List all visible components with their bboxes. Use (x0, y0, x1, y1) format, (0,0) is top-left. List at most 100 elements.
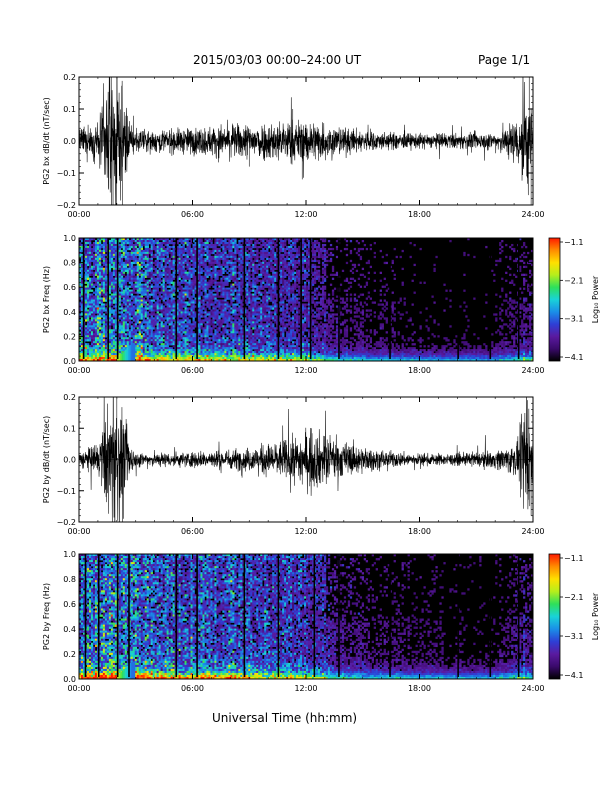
spectrogram-cell (90, 259, 94, 263)
spectrogram-cell (136, 275, 140, 278)
spectrogram-cell (234, 263, 237, 267)
spectrogram-cell (234, 257, 237, 261)
spectrogram-cell (102, 299, 106, 302)
spectrogram-cell (220, 315, 223, 318)
spectrogram-cell (122, 345, 126, 348)
spectrogram-cell (184, 347, 187, 350)
spectrogram-cell (92, 323, 96, 326)
spectrogram-cell (218, 299, 221, 302)
spectrogram-cell (102, 307, 106, 310)
spectrogram-cell (100, 257, 104, 261)
spectrogram-cell (182, 351, 185, 354)
spectrogram-cell (184, 283, 187, 286)
spectrogram-cell (128, 323, 132, 326)
spectrogram-cell (246, 261, 249, 265)
spectrogram-cell (196, 359, 199, 362)
spectrogram-cell (140, 323, 144, 326)
spectrogram-cell (232, 329, 235, 332)
spectrogram-cell (92, 263, 96, 267)
spectrogram-cell (150, 239, 153, 243)
spectrogram-cell (198, 327, 201, 330)
spectrogram-cell (212, 333, 215, 336)
spectrogram-cell (182, 345, 185, 348)
spectrogram-cell (102, 331, 106, 334)
spectrogram-cell (124, 239, 128, 243)
spectrogram-cell (210, 301, 213, 304)
spectrogram-cell (210, 313, 213, 316)
spectrogram-cell (94, 271, 98, 275)
spectrogram-cell (184, 355, 187, 358)
spectrogram-cell (212, 293, 215, 296)
spectrogram-cell (104, 359, 108, 362)
spectrogram-cell (248, 241, 251, 245)
spectrogram-cell (154, 263, 157, 267)
spectrogram-cell (138, 313, 142, 316)
spectrogram-cell (130, 291, 134, 294)
spectrogram-cell (110, 255, 114, 259)
spectrogram-cell (102, 309, 106, 312)
spectrogram-cell (94, 339, 98, 342)
spectrogram-cell (208, 239, 211, 243)
spectrogram-cell (194, 315, 197, 318)
spectrogram-cell (124, 287, 128, 290)
spectrogram-cell (166, 349, 169, 352)
spectrogram-cell (114, 305, 118, 308)
spectrogram-cell (176, 277, 179, 280)
spectrogram-cell (164, 279, 167, 282)
spectrogram-cell (182, 313, 185, 316)
spectrogram-cell (120, 321, 124, 324)
spectrogram-cell (186, 243, 189, 247)
spectrogram-cell (88, 351, 92, 354)
spectrogram-cell (152, 309, 155, 312)
spectrogram-cell (192, 347, 195, 350)
spectrogram-cell (238, 253, 241, 257)
spectrogram-cell (200, 347, 203, 350)
spectrogram-cell (134, 255, 138, 259)
spectrogram-cell (88, 285, 92, 288)
spectrogram-cell (92, 309, 96, 312)
spectrogram-cell (200, 299, 203, 302)
spectrogram-cell (112, 319, 116, 322)
spectrogram-cell (204, 317, 207, 320)
spectrogram-cell (166, 255, 169, 259)
spectrogram-cell (188, 335, 191, 338)
spectrogram-cell (190, 347, 193, 350)
spectrogram-cell (198, 265, 201, 269)
spectrogram-cell (212, 255, 215, 259)
spectrogram-cell (200, 359, 203, 362)
spectrogram-cell (80, 247, 84, 251)
spectrogram-cell (100, 273, 104, 276)
spectrogram-cell (142, 303, 146, 306)
spectrogram-cell (160, 241, 163, 245)
spectrogram-cell (136, 329, 140, 332)
spectrogram-cell (122, 291, 126, 294)
spectrogram-cell (240, 349, 243, 352)
spectrogram-cell (210, 319, 213, 322)
spectrogram-cell (214, 243, 217, 247)
spectrogram-cell (194, 265, 197, 269)
spectrogram-cell (136, 327, 140, 330)
spectrogram-cell (140, 295, 144, 298)
spectrogram-cell (194, 343, 197, 346)
spectrogram-cell (238, 291, 241, 294)
spectrogram-cell (79, 309, 82, 312)
spectrogram-cell (226, 345, 229, 348)
spectrogram-cell (250, 281, 253, 284)
spectrogram-cell (190, 271, 193, 275)
spectrogram-cell (244, 263, 247, 267)
spectrogram-cell (86, 277, 90, 280)
spectrogram-cell (238, 265, 241, 269)
spectrogram-cell (214, 245, 217, 249)
spectrogram-cell (98, 335, 102, 338)
spectrogram-cell (204, 295, 207, 298)
spectrogram-cell (108, 265, 112, 269)
spectrogram-cell (152, 243, 155, 247)
spectrogram-cell (110, 317, 114, 320)
spectrogram-cell (170, 261, 173, 265)
spectrogram-cell (230, 341, 233, 344)
spectrogram-cell (152, 341, 155, 344)
spectrogram-cell (158, 277, 161, 280)
spectrogram-cell (170, 251, 173, 255)
spectrogram-cell (190, 291, 193, 294)
spectrogram-cell (198, 341, 201, 344)
